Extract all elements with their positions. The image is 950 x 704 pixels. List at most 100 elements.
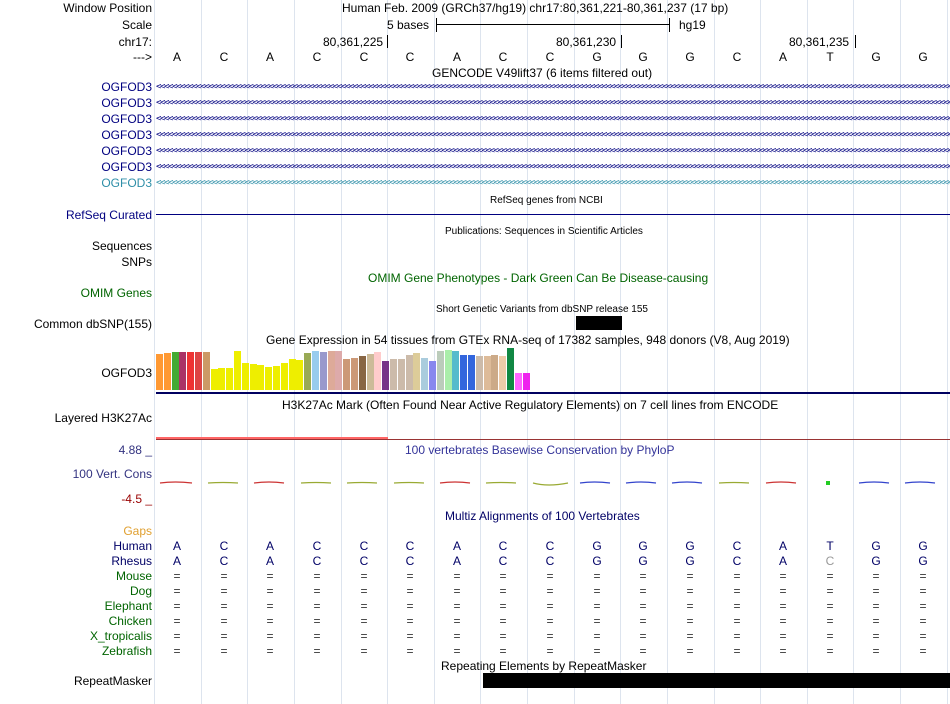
gtex-tissue-bar[interactable] (444, 350, 452, 390)
multiz-track-title[interactable]: Multiz Alignments of 100 Vertebrates (445, 509, 640, 523)
gencode-gene-label[interactable]: OGFOD3 (101, 144, 152, 158)
refseq-track-title[interactable]: RefSeq genes from NCBI (490, 195, 603, 206)
multiz-species-label[interactable]: Human (113, 539, 152, 553)
gtex-tissue-bar[interactable] (358, 356, 366, 390)
gtex-track-title[interactable]: Gene Expression in 54 tissues from GTEx … (266, 333, 790, 347)
gtex-tissue-bar[interactable] (366, 354, 374, 390)
gtex-tissue-bar[interactable] (304, 353, 312, 390)
gtex-tissue-bar[interactable] (273, 366, 280, 390)
omim-track-title[interactable]: OMIM Gene Phenotypes - Dark Green Can Be… (368, 271, 709, 285)
gtex-tissue-bar[interactable] (179, 352, 187, 390)
gtex-tissue-bar[interactable] (390, 359, 397, 390)
snps-label[interactable]: SNPs (121, 255, 152, 269)
gtex-tissue-bar[interactable] (421, 358, 429, 390)
gencode-gene-label[interactable]: OGFOD3 (101, 128, 152, 142)
gtex-tissue-bar[interactable] (413, 353, 421, 390)
gtex-tissue-bar[interactable] (374, 352, 382, 390)
multiz-species-label[interactable]: Zebrafish (101, 644, 152, 658)
gencode-gene-label[interactable]: OGFOD3 (101, 80, 152, 94)
gencode-gene-label[interactable]: OGFOD3 (101, 160, 152, 174)
multiz-species-label[interactable]: Mouse (115, 569, 152, 583)
gencode-gene-label[interactable]: OGFOD3 (101, 96, 152, 110)
gtex-tissue-bar[interactable] (514, 373, 522, 390)
gtex-tissue-bar[interactable] (491, 355, 499, 390)
gtex-tissue-bar[interactable] (265, 367, 273, 390)
gtex-tissue-bar[interactable] (452, 351, 460, 390)
gtex-tissue-bar[interactable] (319, 352, 327, 390)
gtex-tissue-bar[interactable] (327, 351, 335, 390)
gtex-tissue-bar[interactable] (429, 361, 436, 390)
gtex-tissue-bar[interactable] (436, 351, 444, 390)
publications-track-title[interactable]: Publications: Sequences in Scientific Ar… (445, 226, 643, 237)
base-letter: G (685, 50, 695, 64)
gtex-tissue-bar[interactable] (234, 351, 241, 390)
refseq-gene-line[interactable] (156, 214, 950, 215)
h3k27ac-track-title[interactable]: H3K27Ac Mark (Often Found Near Active Re… (282, 398, 779, 412)
h3k27ac-label[interactable]: Layered H3K27Ac (54, 411, 152, 425)
gtex-gene-label[interactable]: OGFOD3 (101, 366, 152, 380)
gtex-tissue-bar[interactable] (218, 368, 226, 390)
gtex-tissue-bar[interactable] (202, 352, 210, 390)
gtex-tissue-bar[interactable] (351, 358, 358, 390)
gtex-tissue-bar[interactable] (241, 363, 249, 390)
gtex-tissue-bar[interactable] (335, 351, 343, 390)
alignment-base: G (638, 539, 648, 553)
gtex-tissue-bar[interactable] (475, 356, 483, 390)
gtex-tissue-bar[interactable] (522, 373, 530, 390)
dbsnp-track-title[interactable]: Short Genetic Variants from dbSNP releas… (436, 304, 648, 315)
multiz-species-label[interactable]: Elephant (104, 599, 152, 613)
multiz-species-label[interactable]: X_tropicalis (89, 629, 152, 643)
gtex-tissue-bar[interactable] (397, 359, 405, 390)
base-letter: G (638, 50, 648, 64)
alignment-base: = (360, 599, 368, 613)
gtex-tissue-bar[interactable] (156, 354, 163, 390)
gtex-tissue-bar[interactable] (296, 360, 304, 390)
assembly-position-text[interactable]: Human Feb. 2009 (GRCh37/hg19) chr17:80,3… (342, 1, 729, 15)
gencode-transcript[interactable]: <<<<<<<<<<<<<<<<<<<<<<<<<<<<<<<<<<<<<<<<… (156, 98, 950, 108)
gtex-tissue-bar[interactable] (226, 368, 234, 390)
gencode-transcript[interactable]: <<<<<<<<<<<<<<<<<<<<<<<<<<<<<<<<<<<<<<<<… (156, 162, 950, 172)
gtex-tissue-bar[interactable] (499, 356, 507, 390)
gencode-gene-label[interactable]: OGFOD3 (101, 112, 152, 126)
gtex-tissue-bar[interactable] (187, 352, 195, 390)
refseq-label[interactable]: RefSeq Curated (65, 208, 152, 222)
dbsnp-label[interactable]: Common dbSNP(155) (33, 317, 152, 331)
gencode-transcript[interactable]: <<<<<<<<<<<<<<<<<<<<<<<<<<<<<<<<<<<<<<<<… (156, 146, 950, 156)
gtex-tissue-bar[interactable] (171, 352, 179, 390)
gencode-transcript[interactable]: <<<<<<<<<<<<<<<<<<<<<<<<<<<<<<<<<<<<<<<<… (156, 82, 950, 92)
multiz-species-label[interactable]: Chicken (108, 614, 152, 628)
repeatmasker-element[interactable] (483, 673, 950, 688)
gtex-tissue-bar[interactable] (468, 355, 475, 390)
alignment-base: = (453, 599, 461, 613)
repeatmasker-label[interactable]: RepeatMasker (73, 674, 152, 688)
gtex-tissue-bar[interactable] (249, 364, 257, 390)
alignment-base: = (639, 569, 647, 583)
dbsnp-variant-block[interactable] (576, 316, 622, 330)
gtex-tissue-bar[interactable] (280, 363, 288, 390)
repeatmasker-track-title[interactable]: Repeating Elements by RepeatMasker (441, 659, 647, 673)
conservation-track-title[interactable]: 100 vertebrates Basewise Conservation by… (405, 443, 675, 457)
multiz-species-label[interactable]: Rhesus (111, 554, 152, 568)
gtex-tissue-bar[interactable] (288, 359, 296, 390)
omim-label[interactable]: OMIM Genes (80, 286, 152, 300)
gtex-tissue-bar[interactable] (195, 352, 202, 390)
gtex-tissue-bar[interactable] (163, 353, 171, 390)
gtex-tissue-bar[interactable] (210, 369, 218, 390)
gencode-transcript[interactable]: <<<<<<<<<<<<<<<<<<<<<<<<<<<<<<<<<<<<<<<<… (156, 178, 950, 188)
sequences-label[interactable]: Sequences (91, 239, 152, 253)
gtex-bar-chart[interactable] (156, 348, 556, 390)
multiz-species-label[interactable]: Dog (129, 584, 152, 598)
gtex-tissue-bar[interactable] (507, 348, 514, 390)
gencode-transcript[interactable]: <<<<<<<<<<<<<<<<<<<<<<<<<<<<<<<<<<<<<<<<… (156, 114, 950, 124)
gtex-tissue-bar[interactable] (483, 356, 491, 390)
gencode-track-title[interactable]: GENCODE V49lift37 (6 items filtered out) (432, 66, 653, 80)
gencode-gene-label[interactable]: OGFOD3 (101, 176, 152, 190)
conservation-label[interactable]: 100 Vert. Cons (72, 467, 152, 481)
gtex-tissue-bar[interactable] (257, 365, 265, 390)
gencode-transcript[interactable]: <<<<<<<<<<<<<<<<<<<<<<<<<<<<<<<<<<<<<<<<… (156, 130, 950, 140)
gtex-tissue-bar[interactable] (405, 355, 413, 390)
gtex-tissue-bar[interactable] (460, 355, 468, 390)
gtex-tissue-bar[interactable] (312, 351, 319, 390)
gtex-tissue-bar[interactable] (382, 361, 390, 390)
gtex-tissue-bar[interactable] (343, 359, 351, 390)
